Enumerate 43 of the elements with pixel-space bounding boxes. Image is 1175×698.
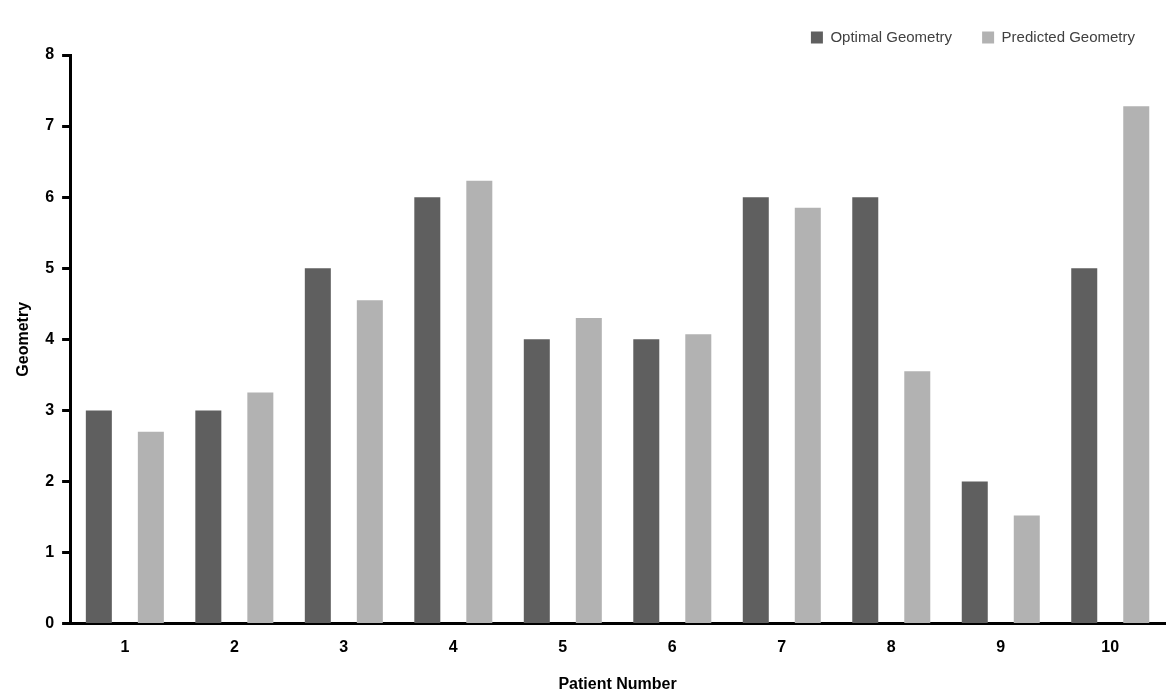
x-tick-label: 3: [339, 637, 349, 655]
y-tick-label: 6: [45, 187, 55, 205]
y-axis-title: Geometry: [14, 301, 32, 377]
y-tick-label: 3: [45, 400, 55, 418]
bar: [904, 371, 931, 624]
x-tick-label: 2: [229, 637, 239, 655]
bar: [137, 431, 164, 624]
x-tick-label: 10: [1101, 637, 1120, 655]
bar: [195, 410, 222, 624]
y-tick-label: 1: [45, 542, 55, 560]
bar: [794, 207, 821, 624]
x-tick-label: 4: [448, 637, 458, 655]
x-tick-label: 1: [120, 637, 130, 655]
bar: [1013, 515, 1040, 624]
bar: [414, 197, 441, 624]
bar: [633, 339, 660, 624]
x-tick-label: 5: [558, 637, 568, 655]
bar: [85, 410, 112, 624]
bar: [304, 268, 331, 624]
bar: [356, 300, 383, 624]
y-tick-label: 2: [45, 471, 55, 489]
legend-label: Predicted Geometry: [1001, 27, 1136, 45]
y-tick-label: 8: [45, 45, 55, 63]
bar: [1071, 268, 1098, 624]
x-tick-label: 6: [667, 637, 677, 655]
bar: [742, 197, 769, 624]
bar: [685, 334, 712, 624]
bar: [575, 317, 602, 624]
y-tick-label: 7: [45, 116, 55, 134]
bar: [961, 481, 988, 624]
bar: [852, 197, 879, 624]
bar: [523, 339, 550, 624]
bar: [466, 180, 493, 624]
y-tick-label: 5: [45, 258, 55, 276]
y-tick-label: 4: [45, 329, 55, 347]
x-tick-label: 8: [886, 637, 896, 655]
bar: [1123, 106, 1150, 624]
x-tick-label: 7: [777, 637, 787, 655]
legend-label: Optimal Geometry: [830, 27, 953, 45]
y-tick-label: 0: [45, 614, 55, 632]
bar: [247, 392, 274, 624]
x-axis-title: Patient Number: [558, 674, 677, 692]
x-tick-label: 9: [996, 637, 1006, 655]
